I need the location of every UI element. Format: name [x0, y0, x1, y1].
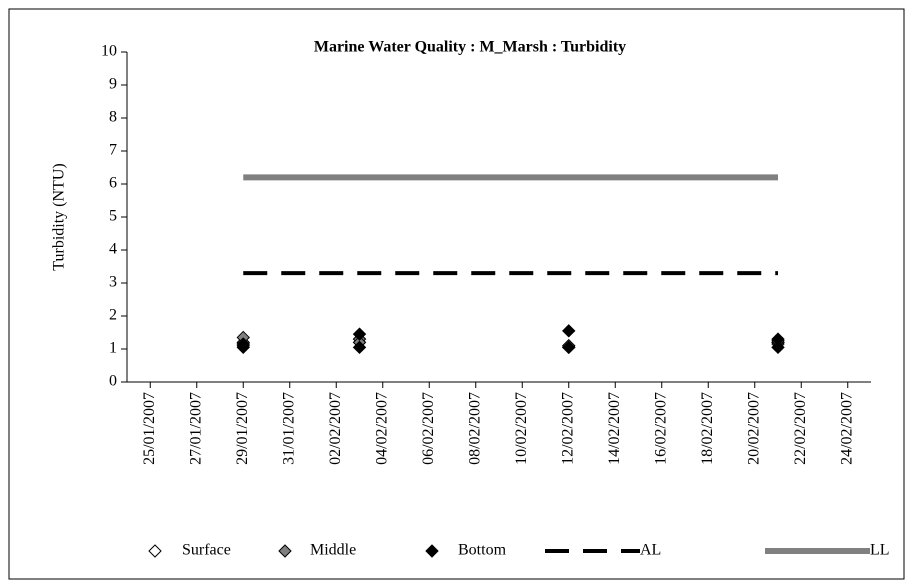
x-tick-label: 25/01/2007 [141, 392, 158, 465]
x-tick-label: 04/02/2007 [373, 392, 390, 465]
y-tick-label: 0 [109, 373, 117, 390]
y-tick-label: 3 [109, 274, 117, 291]
legend-label: Surface [182, 542, 231, 559]
data-point [352, 327, 367, 341]
legend-swatch [278, 544, 292, 558]
x-tick-label: 08/02/2007 [466, 392, 483, 465]
y-tick-label: 8 [109, 109, 117, 126]
data-point [562, 324, 576, 338]
data-point [352, 340, 367, 355]
data-point [562, 340, 576, 355]
chart-border [8, 8, 905, 580]
x-tick-label: 22/02/2007 [792, 392, 809, 465]
y-tick-label: 10 [101, 43, 117, 60]
x-tick-label: 31/01/2007 [280, 392, 297, 465]
legend-swatch [148, 544, 162, 558]
data-point [771, 332, 785, 346]
y-axis-label: Turbidity (NTU) [51, 163, 68, 270]
y-tick-label: 2 [109, 307, 117, 324]
x-tick-label: 12/02/2007 [559, 392, 576, 465]
legend-label: Middle [310, 542, 356, 559]
chart-title: Marine Water Quality : M_Marsh : Turbidi… [314, 39, 626, 56]
y-tick-label: 9 [109, 76, 117, 93]
x-tick-label: 10/02/2007 [513, 392, 530, 465]
y-tick-label: 7 [109, 142, 117, 159]
legend-swatch [425, 544, 439, 558]
x-tick-label: 18/02/2007 [699, 392, 716, 465]
x-tick-label: 06/02/2007 [420, 392, 437, 465]
x-tick-label: 20/02/2007 [745, 392, 762, 465]
data-point [236, 337, 250, 351]
y-tick-label: 5 [109, 208, 117, 225]
legend-label: Bottom [458, 542, 507, 559]
y-tick-label: 6 [109, 175, 117, 192]
y-tick-label: 4 [109, 241, 117, 258]
x-tick-label: 27/01/2007 [187, 392, 204, 465]
x-tick-label: 16/02/2007 [652, 392, 669, 465]
x-tick-label: 29/01/2007 [234, 392, 251, 465]
x-tick-label: 02/02/2007 [327, 392, 344, 465]
y-tick-label: 1 [109, 340, 117, 357]
x-tick-label: 14/02/2007 [606, 392, 623, 465]
x-tick-label: 24/02/2007 [838, 392, 855, 465]
legend-label: LL [870, 542, 890, 559]
data-point [771, 340, 785, 355]
legend-label: AL [640, 542, 661, 559]
